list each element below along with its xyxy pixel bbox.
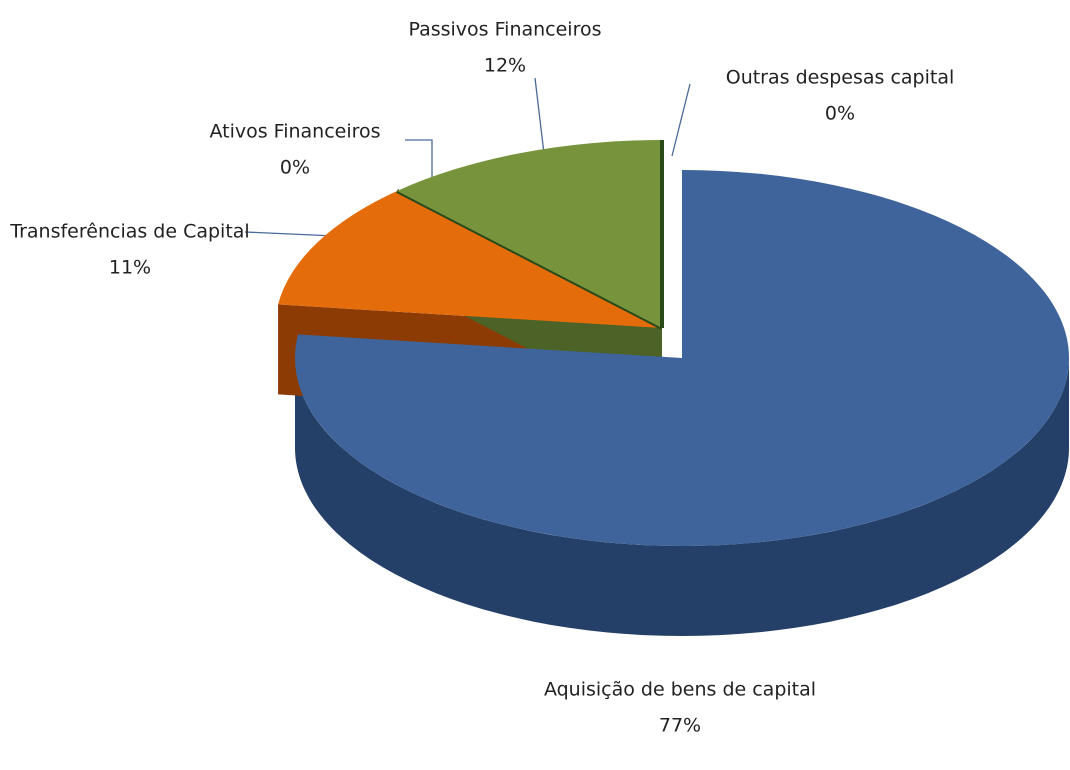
slice-value-label: 12% bbox=[484, 55, 526, 77]
slice-label: Aquisição de bens de capital bbox=[544, 679, 816, 701]
slice-label: Outras despesas capital bbox=[726, 67, 955, 89]
slice bbox=[397, 140, 662, 328]
slice-value-label: 0% bbox=[825, 103, 855, 125]
slice-value-label: 77% bbox=[659, 715, 701, 737]
slice bbox=[294, 170, 1070, 547]
slice bbox=[396, 189, 663, 330]
slice-value-label: 11% bbox=[109, 257, 151, 279]
leader-line bbox=[244, 231, 336, 237]
leader-line bbox=[405, 139, 433, 195]
slice-label: Passivos Financeiros bbox=[408, 19, 601, 41]
slice-value-label: 0% bbox=[280, 157, 310, 179]
leader-line bbox=[671, 83, 691, 157]
slice-side bbox=[295, 358, 1069, 636]
slice-label: Transferências de Capital bbox=[9, 221, 249, 243]
slice-label: Ativos Financeiros bbox=[209, 121, 380, 143]
leader-line bbox=[534, 77, 546, 163]
slice bbox=[278, 190, 662, 328]
